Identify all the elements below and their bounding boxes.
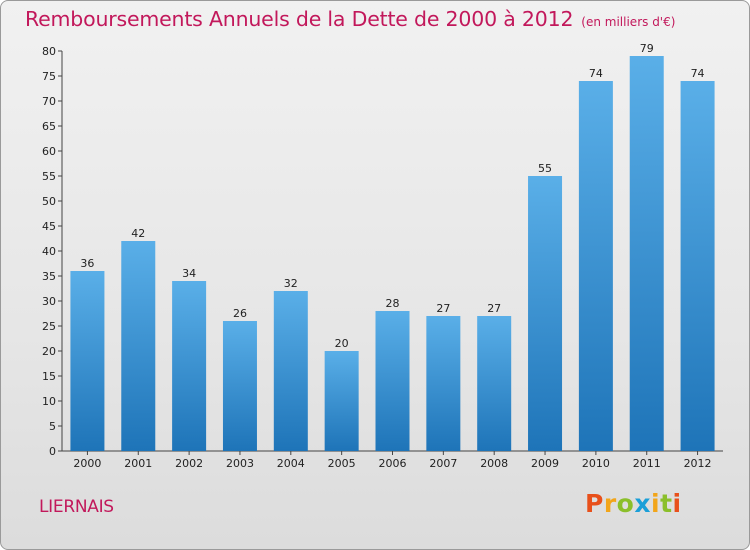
y-tick-label: 30 bbox=[42, 295, 56, 308]
y-tick-label: 65 bbox=[42, 120, 56, 133]
chart-title: Remboursements Annuels de la Dette de 20… bbox=[25, 7, 675, 31]
value-label-2005: 20 bbox=[335, 337, 349, 350]
y-tick-label: 50 bbox=[42, 195, 56, 208]
bar-2004 bbox=[273, 291, 308, 451]
y-tick-label: 25 bbox=[42, 320, 56, 333]
value-label-2006: 28 bbox=[386, 297, 400, 310]
x-tick-label-2010: 2010 bbox=[582, 457, 610, 470]
x-tick-label-2006: 2006 bbox=[379, 457, 407, 470]
x-tick-label-2005: 2005 bbox=[328, 457, 356, 470]
value-label-2009: 55 bbox=[538, 162, 552, 175]
bar-2006 bbox=[375, 311, 410, 451]
x-tick-label-2001: 2001 bbox=[124, 457, 152, 470]
chart-subtitle: (en milliers d'€) bbox=[581, 15, 676, 29]
bar-2000 bbox=[70, 271, 105, 451]
value-label-2012: 74 bbox=[691, 67, 705, 80]
y-tick-label: 10 bbox=[42, 395, 56, 408]
x-tick-label-2000: 2000 bbox=[73, 457, 101, 470]
y-tick-label: 35 bbox=[42, 270, 56, 283]
bar-2007 bbox=[426, 316, 461, 451]
bar-2003 bbox=[222, 321, 257, 451]
y-tick-label: 75 bbox=[42, 70, 56, 83]
value-label-2000: 36 bbox=[80, 257, 94, 270]
commune-name: LIERNAIS bbox=[39, 497, 114, 517]
proxiti-logo: Proxiti bbox=[585, 489, 682, 518]
x-tick-label-2002: 2002 bbox=[175, 457, 203, 470]
value-label-2002: 34 bbox=[182, 267, 196, 280]
bar-2012 bbox=[680, 81, 715, 451]
bars: 36 42 34 26 32 20 28 27 27 55 74 79 74 bbox=[70, 42, 715, 451]
x-tick-label-2008: 2008 bbox=[480, 457, 508, 470]
y-tick-label: 70 bbox=[42, 95, 56, 108]
y-tick-label: 5 bbox=[49, 420, 56, 433]
bar-2008 bbox=[477, 316, 512, 451]
value-label-2001: 42 bbox=[131, 227, 145, 240]
y-tick-label: 0 bbox=[49, 445, 56, 458]
chart-title-text: Remboursements Annuels de la Dette de 20… bbox=[25, 7, 574, 31]
bar-2005 bbox=[324, 351, 359, 451]
y-tick-label: 45 bbox=[42, 220, 56, 233]
y-tick-label: 15 bbox=[42, 370, 56, 383]
bar-2010 bbox=[578, 81, 613, 451]
y-tick-label: 20 bbox=[42, 345, 56, 358]
value-label-2004: 32 bbox=[284, 277, 298, 290]
x-tick-label-2009: 2009 bbox=[531, 457, 559, 470]
y-tick-label: 40 bbox=[42, 245, 56, 258]
x-tick-label-2012: 2012 bbox=[684, 457, 712, 470]
value-label-2011: 79 bbox=[640, 42, 654, 55]
bar-2001 bbox=[121, 241, 156, 451]
y-tick-label: 60 bbox=[42, 145, 56, 158]
value-label-2007: 27 bbox=[436, 302, 450, 315]
value-label-2003: 26 bbox=[233, 307, 247, 320]
bar-2009 bbox=[528, 176, 563, 451]
x-tick-label-2003: 2003 bbox=[226, 457, 254, 470]
x-tick-label-2004: 2004 bbox=[277, 457, 305, 470]
y-tick-label: 55 bbox=[42, 170, 56, 183]
y-tick-label: 80 bbox=[42, 45, 56, 58]
x-tick-label-2007: 2007 bbox=[429, 457, 457, 470]
x-tick-label-2011: 2011 bbox=[633, 457, 661, 470]
bar-2011 bbox=[629, 56, 664, 451]
value-label-2008: 27 bbox=[487, 302, 501, 315]
bar-2002 bbox=[172, 281, 207, 451]
value-label-2010: 74 bbox=[589, 67, 603, 80]
axes: 0 5 10 15 20 25 30 35 40 45 50 55 60 65 70 75 80 2000 2001… bbox=[42, 45, 723, 470]
